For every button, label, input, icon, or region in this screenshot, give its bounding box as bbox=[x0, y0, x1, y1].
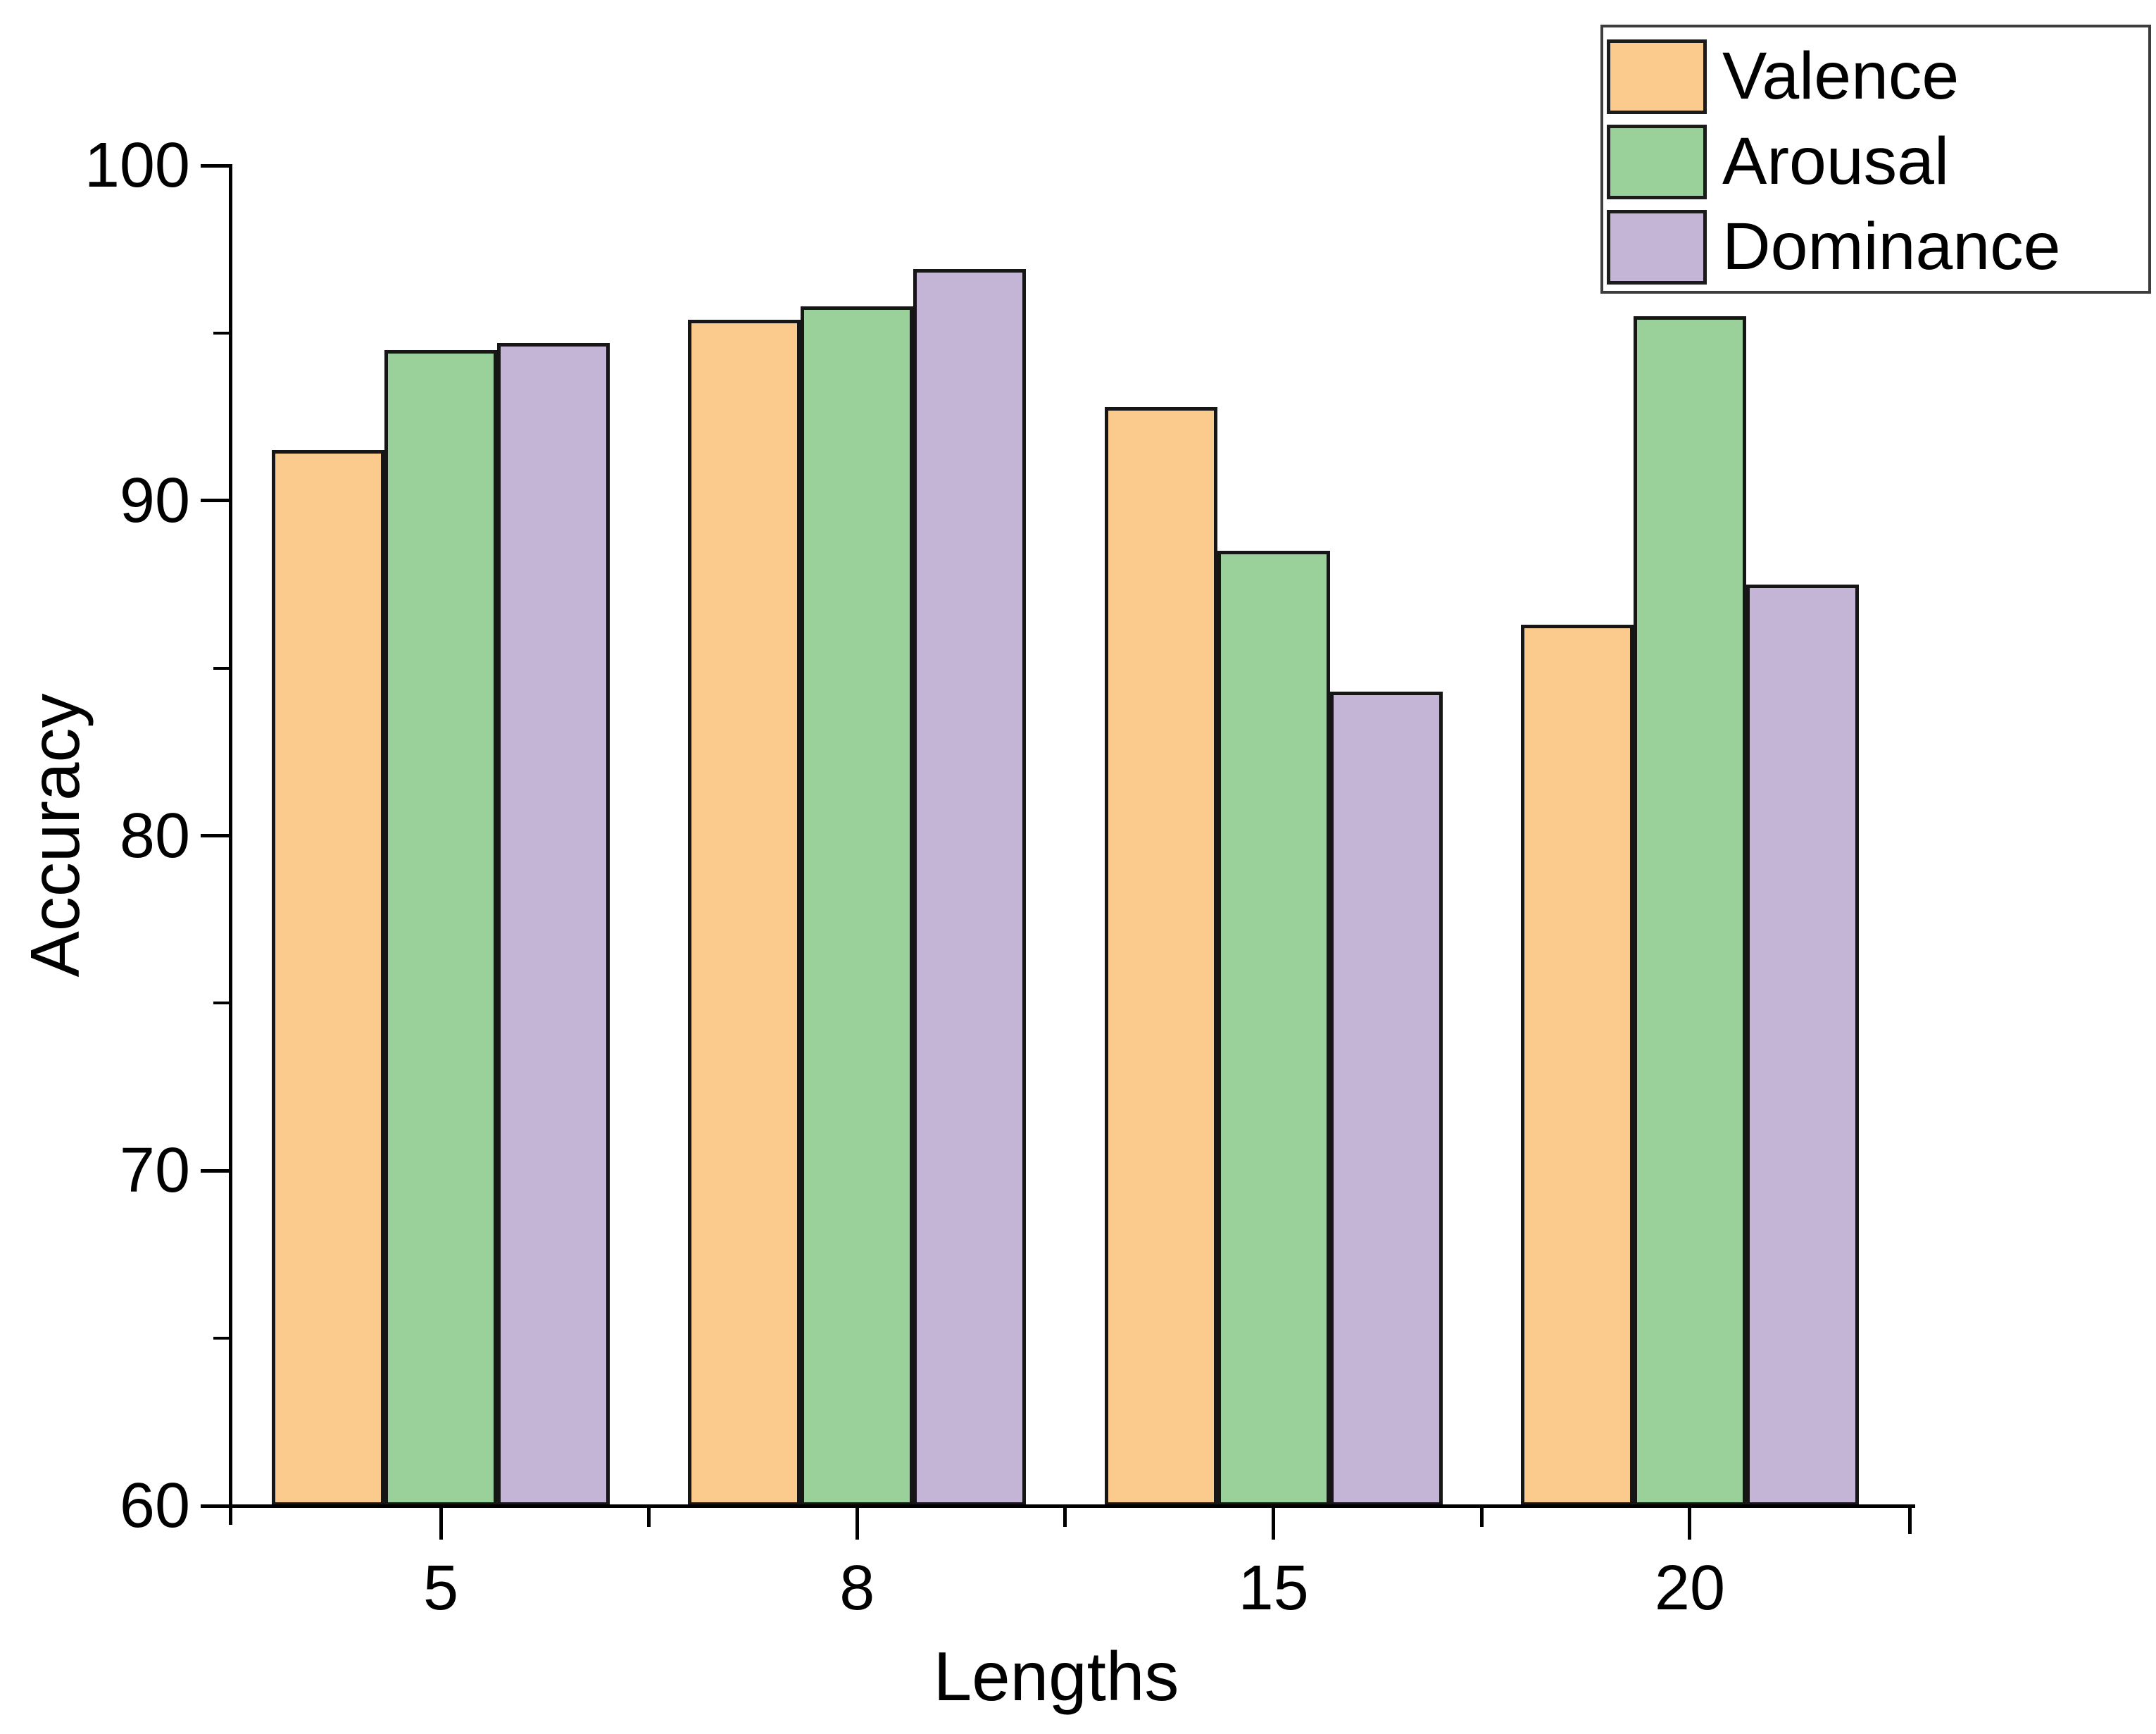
legend: Valence Arousal Dominance bbox=[1600, 25, 2151, 294]
x-major-tick-8 bbox=[855, 1506, 859, 1540]
x-tick-label-20: 20 bbox=[1654, 1553, 1726, 1623]
x-end-tick bbox=[1908, 1506, 1912, 1534]
bar-arousal-8 bbox=[801, 306, 914, 1506]
y-major-tick-90 bbox=[201, 499, 232, 503]
y-tick-label-70: 70 bbox=[119, 1135, 190, 1206]
x-minor-tick-1 bbox=[647, 1506, 651, 1527]
bar-valence-20 bbox=[1520, 624, 1634, 1506]
y-major-tick-70 bbox=[201, 1168, 232, 1173]
legend-label-dominance: Dominance bbox=[1722, 209, 2061, 284]
legend-swatch-valence bbox=[1607, 39, 1707, 114]
y-axis-line bbox=[229, 166, 232, 1525]
bar-valence-5 bbox=[272, 450, 384, 1506]
x-minor-tick-2 bbox=[1063, 1506, 1067, 1527]
x-major-tick-5 bbox=[439, 1506, 443, 1540]
bar-arousal-5 bbox=[384, 349, 497, 1506]
y-major-tick-80 bbox=[201, 834, 232, 837]
legend-item-arousal: Arousal bbox=[1603, 119, 2148, 204]
bar-valence-8 bbox=[688, 319, 801, 1506]
bar-dominance-20 bbox=[1746, 584, 1859, 1506]
bar-arousal-20 bbox=[1633, 316, 1746, 1506]
y-minor-tick-95 bbox=[213, 331, 232, 335]
bar-arousal-15 bbox=[1217, 551, 1330, 1506]
bar-dominance-5 bbox=[497, 343, 610, 1506]
y-tick-label-100: 100 bbox=[84, 130, 190, 201]
y-minor-tick-65 bbox=[213, 1337, 232, 1340]
y-tick-label-60: 60 bbox=[119, 1471, 190, 1541]
x-tick-label-8: 8 bbox=[839, 1553, 875, 1623]
legend-label-valence: Valence bbox=[1722, 39, 1960, 113]
y-major-tick-60 bbox=[201, 1504, 232, 1508]
x-major-tick-20 bbox=[1688, 1506, 1692, 1540]
legend-label-arousal: Arousal bbox=[1722, 124, 1950, 199]
bar-dominance-15 bbox=[1329, 691, 1443, 1506]
y-minor-tick-85 bbox=[213, 666, 232, 670]
x-major-tick-15 bbox=[1272, 1506, 1276, 1540]
x-minor-tick-3 bbox=[1479, 1506, 1484, 1527]
x-axis-title: Lengths bbox=[933, 1638, 1179, 1715]
legend-item-valence: Valence bbox=[1603, 34, 2148, 119]
y-major-tick-100 bbox=[201, 163, 232, 168]
y-minor-tick-75 bbox=[213, 1002, 232, 1005]
bar-dominance-8 bbox=[913, 269, 1027, 1506]
y-tick-label-80: 80 bbox=[119, 800, 190, 871]
x-tick-label-5: 5 bbox=[422, 1553, 459, 1623]
legend-swatch-arousal bbox=[1607, 124, 1707, 199]
y-tick-label-90: 90 bbox=[119, 465, 190, 536]
x-axis-line bbox=[229, 1504, 1915, 1508]
legend-swatch-dominance bbox=[1607, 209, 1707, 285]
legend-item-dominance: Dominance bbox=[1603, 204, 2148, 289]
x-tick-label-15: 15 bbox=[1238, 1553, 1309, 1623]
bar-valence-15 bbox=[1104, 406, 1217, 1506]
